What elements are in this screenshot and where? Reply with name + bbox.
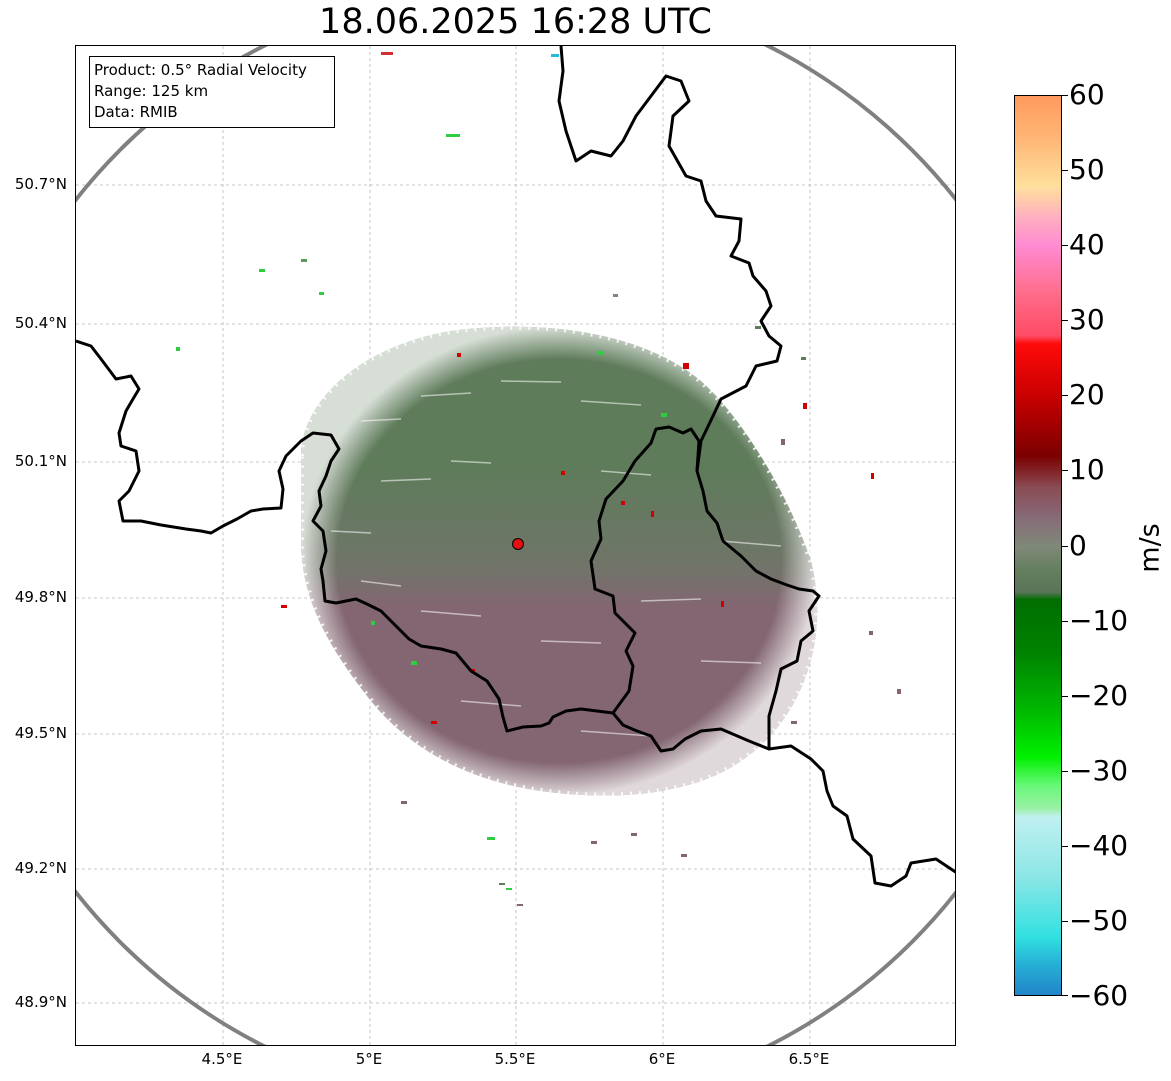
lat-tick-label: 48.9°N [14,993,67,1011]
colorbar-tick-mark [1062,170,1068,172]
colorbar-tick-mark [1062,695,1068,697]
lat-tick-label: 50.7°N [14,175,67,193]
colorbar-segment [1015,546,1061,570]
product-info-box: Product: 0.5° Radial Velocity Range: 125… [89,56,335,128]
national-borders [76,46,955,888]
colorbar-tick-mark [1062,995,1068,996]
colorbar-segment [1015,786,1061,810]
scattered-echoes [176,52,901,906]
colorbar-segment [1015,569,1061,593]
radar-map [76,46,955,1045]
colorbar-segment [1015,141,1061,187]
colorbar-tick-label: −40 [1069,828,1129,862]
colorbar-tick-mark [1062,920,1068,922]
colorbar-tick-label: −50 [1069,903,1129,937]
colorbar-tick-label: 40 [1069,227,1105,261]
colorbar-tick-mark [1062,770,1068,772]
colorbar-tick-label: 10 [1069,453,1105,487]
colorbar-tick-mark [1062,845,1068,847]
colorbar-segment [1015,816,1061,878]
lon-tick-label: 6°E [648,1050,676,1068]
colorbar-segment [1015,456,1061,488]
colorbar-tick-mark [1062,620,1068,622]
colorbar-segment [1015,936,1061,961]
lat-tick-label: 49.5°N [14,724,67,742]
colorbar-tick-label: 30 [1069,303,1105,337]
map-title: 18.06.2025 16:28 UTC [319,2,712,42]
colorbar-tick-label: −10 [1069,603,1129,637]
colorbar-tick-mark [1062,470,1068,472]
colorbar-segment [1015,711,1061,758]
colorbar-tick-mark [1062,320,1068,322]
colorbar-tick-label: 20 [1069,378,1105,412]
radar-map-panel[interactable] [75,45,956,1046]
lon-tick-label: 6.5°E [788,1050,830,1068]
colorbar-tick-label: −60 [1069,978,1129,1012]
colorbar-tick-mark [1062,245,1068,247]
velocity-echo-field [298,323,821,799]
lat-tick-label: 50.1°N [14,452,67,470]
colorbar-segment [1015,96,1061,142]
radar-site-marker[interactable] [512,538,524,550]
lon-tick-label: 5°E [355,1050,383,1068]
lat-tick-label: 49.8°N [14,588,67,606]
colorbar-segment [1015,186,1061,217]
data-source-label: Data: RMIB [94,103,178,121]
lon-tick-label: 5.5°E [494,1050,536,1068]
colorbar-tick-mark [1062,395,1068,397]
colorbar-tick-mark [1062,95,1068,96]
colorbar-tick-label: −30 [1069,753,1129,787]
colorbar-tick-mark [1062,545,1068,547]
range-label: Range: 125 km [94,82,209,100]
colorbar-segment [1015,876,1061,938]
product-label: Product: 0.5° Radial Velocity [94,61,307,79]
colorbar-segment [1015,591,1061,600]
colorbar-tick-label: −20 [1069,678,1129,712]
colorbar-segment [1015,396,1061,457]
colorbar-segment [1015,246,1061,292]
colorbar-segment [1015,336,1061,345]
colorbar-tick-label: 0 [1069,528,1087,562]
colorbar-segment [1015,599,1061,653]
lat-tick-label: 49.2°N [14,859,67,877]
colorbar-segment [1015,486,1061,518]
colorbar-segment [1015,216,1061,247]
colorbar-tick-label: 50 [1069,152,1105,186]
velocity-colorbar [1014,95,1062,996]
colorbar-unit-label: m/s [1134,523,1166,573]
colorbar-segment [1015,291,1061,337]
lon-tick-label: 4.5°E [201,1050,243,1068]
colorbar-segment [1015,343,1061,397]
lat-tick-label: 50.4°N [14,314,67,332]
colorbar-segment [1015,756,1061,788]
colorbar-segment [1015,959,1061,995]
colorbar-tick-label: 60 [1069,77,1105,111]
colorbar-segment [1015,651,1061,713]
colorbar-segment [1015,516,1061,548]
colorbar-segment [1015,809,1061,818]
